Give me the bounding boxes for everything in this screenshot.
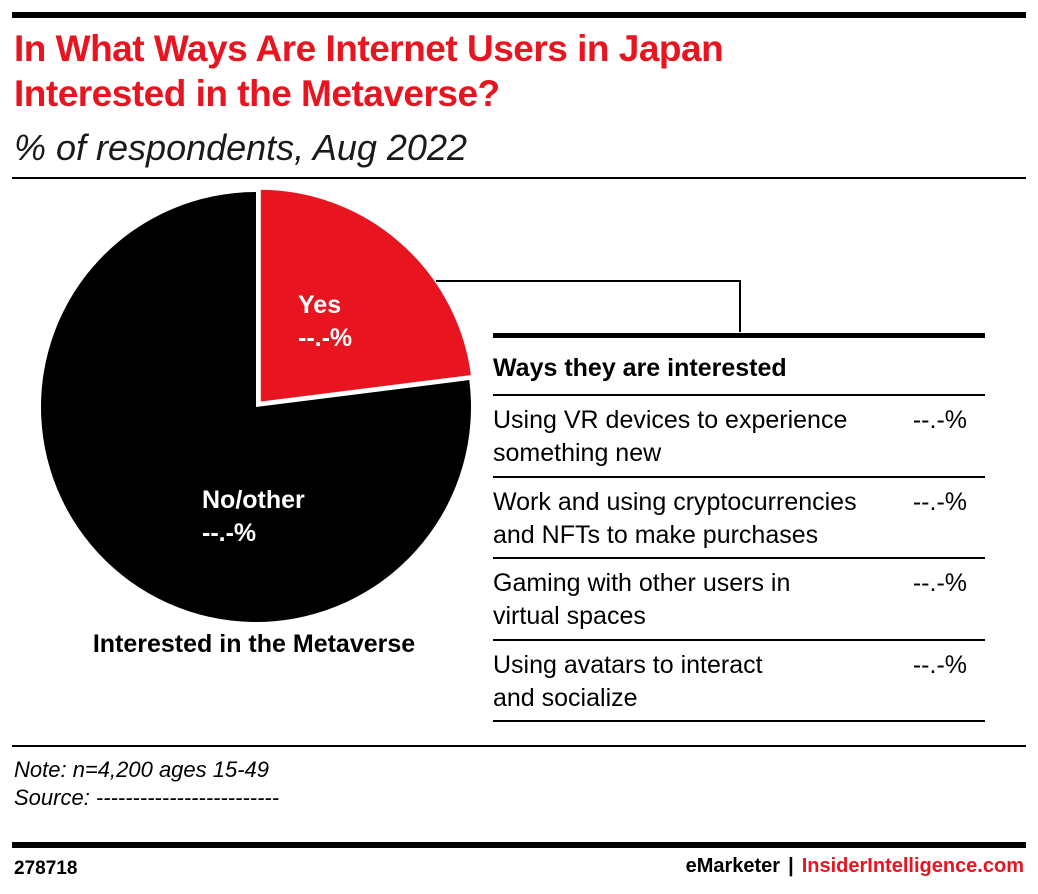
row-label-line: virtual spaces xyxy=(493,602,646,630)
brand-credit: eMarketer | InsiderIntelligence.com xyxy=(686,855,1024,878)
brand-insider-intelligence: InsiderIntelligence.com xyxy=(801,855,1024,877)
brand-separator: | xyxy=(788,855,794,877)
row-value: --.-% xyxy=(912,651,967,679)
table-top-rule xyxy=(493,333,985,338)
table-header-divider xyxy=(493,394,985,396)
table-row-divider xyxy=(493,557,985,559)
subtitle-rule xyxy=(12,177,1026,179)
row-label-line: Work and using cryptocurrencies xyxy=(493,488,857,516)
chart-title: In What Ways Are Internet Users in Japan… xyxy=(14,26,1014,116)
footer-rule xyxy=(12,842,1026,848)
row-label-line: Gaming with other users in xyxy=(493,569,791,597)
slice-value-yes: --.-% xyxy=(298,324,352,352)
row-label-line: and socialize xyxy=(493,684,638,712)
chart-title-line-2: Interested in the Metaverse? xyxy=(14,73,500,114)
row-label: Gaming with other users in virtual space… xyxy=(493,567,893,633)
table-row-divider xyxy=(493,476,985,478)
chart-title-line-1: In What Ways Are Internet Users in Japan xyxy=(14,28,724,69)
row-label-line: Using avatars to interact xyxy=(493,651,763,679)
row-label: Work and using cryptocurrencies and NFTs… xyxy=(493,486,893,552)
row-label-line: something new xyxy=(493,439,662,467)
pie-caption: Interested in the Metaverse xyxy=(92,630,416,658)
footnote: Note: n=4,200 ages 15-49 Source: -------… xyxy=(14,756,279,812)
connector-line xyxy=(436,280,741,332)
row-label: Using avatars to interact and socialize xyxy=(493,649,893,715)
table-title: Ways they are interested xyxy=(493,354,787,382)
pie-slice-no-other xyxy=(41,192,472,623)
row-value: --.-% xyxy=(912,488,967,516)
table-row-divider xyxy=(493,639,985,641)
slice-value-no-other: --.-% xyxy=(202,519,256,547)
row-value: --.-% xyxy=(912,569,967,597)
chart-id: 278718 xyxy=(14,858,78,879)
slice-label-yes: Yes xyxy=(298,291,341,319)
pie-slice-yes xyxy=(257,186,475,405)
note-text: Note: n=4,200 ages 15-49 xyxy=(14,757,270,782)
top-rule xyxy=(12,12,1026,18)
source-text: Source: ------------------------- xyxy=(14,785,280,810)
slice-label-no-other: No/other xyxy=(202,486,305,514)
row-value: --.-% xyxy=(912,406,967,434)
table-bottom-rule xyxy=(493,720,985,722)
note-rule xyxy=(12,745,1026,747)
row-label-line: and NFTs to make purchases xyxy=(493,521,819,549)
brand-emarketer: eMarketer xyxy=(685,855,781,877)
row-label-line: Using VR devices to experience xyxy=(493,406,848,434)
chart-subtitle: % of respondents, Aug 2022 xyxy=(14,127,467,168)
row-label: Using VR devices to experience something… xyxy=(493,404,893,470)
